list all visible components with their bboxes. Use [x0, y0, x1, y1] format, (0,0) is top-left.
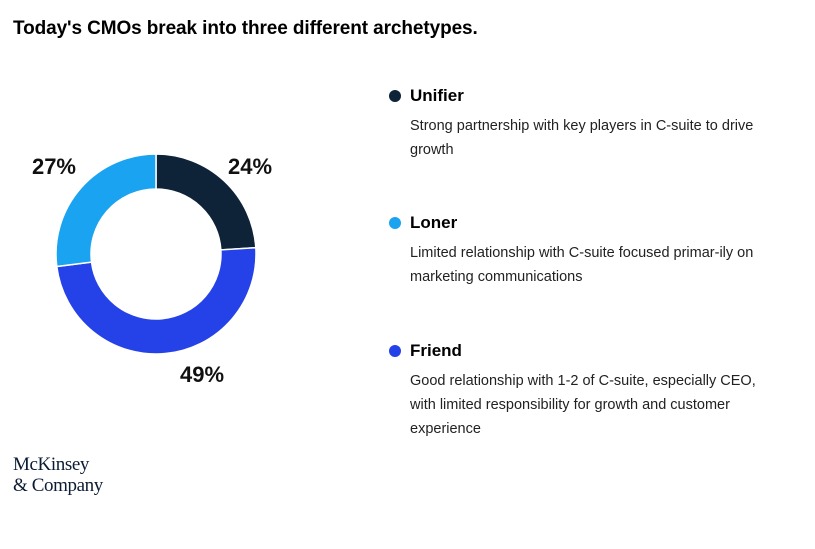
chart-title: Today's CMOs break into three different …: [13, 18, 478, 39]
value-label-loner: 27%: [32, 154, 76, 179]
legend-description-friend: Good relationship with 1-2 of C-suite, e…: [410, 373, 756, 437]
legend-item-unifier: Unifier Strong partnership with key play…: [389, 84, 789, 162]
legend-swatch-unifier: [389, 90, 401, 102]
legend-swatch-friend: [389, 345, 401, 357]
donut-segment-friend: [55, 246, 257, 355]
logo-line-2: & Company: [13, 475, 103, 496]
legend-description-unifier: Strong partnership with key players in C…: [410, 118, 754, 158]
legend-label-friend: Friend: [410, 341, 462, 360]
value-label-unifier: 24%: [228, 154, 272, 179]
legend-item-friend: Friend Good relationship with 1-2 of C-s…: [389, 339, 789, 441]
donut-segment-loner: [55, 153, 157, 268]
legend-label-loner: Loner: [410, 213, 458, 232]
mckinsey-logo: McKinsey & Company: [13, 454, 103, 496]
legend-description-loner: Limited relationship with C-suite focuse…: [410, 245, 754, 285]
logo-line-1: McKinsey: [13, 454, 89, 475]
legend-item-loner: Loner Limited relationship with C-suite …: [389, 211, 789, 289]
legend-label-unifier: Unifier: [410, 86, 464, 105]
value-label-friend: 49%: [180, 362, 224, 387]
legend-swatch-loner: [389, 217, 401, 229]
donut-chart: 24% 49% 27%: [32, 153, 272, 387]
